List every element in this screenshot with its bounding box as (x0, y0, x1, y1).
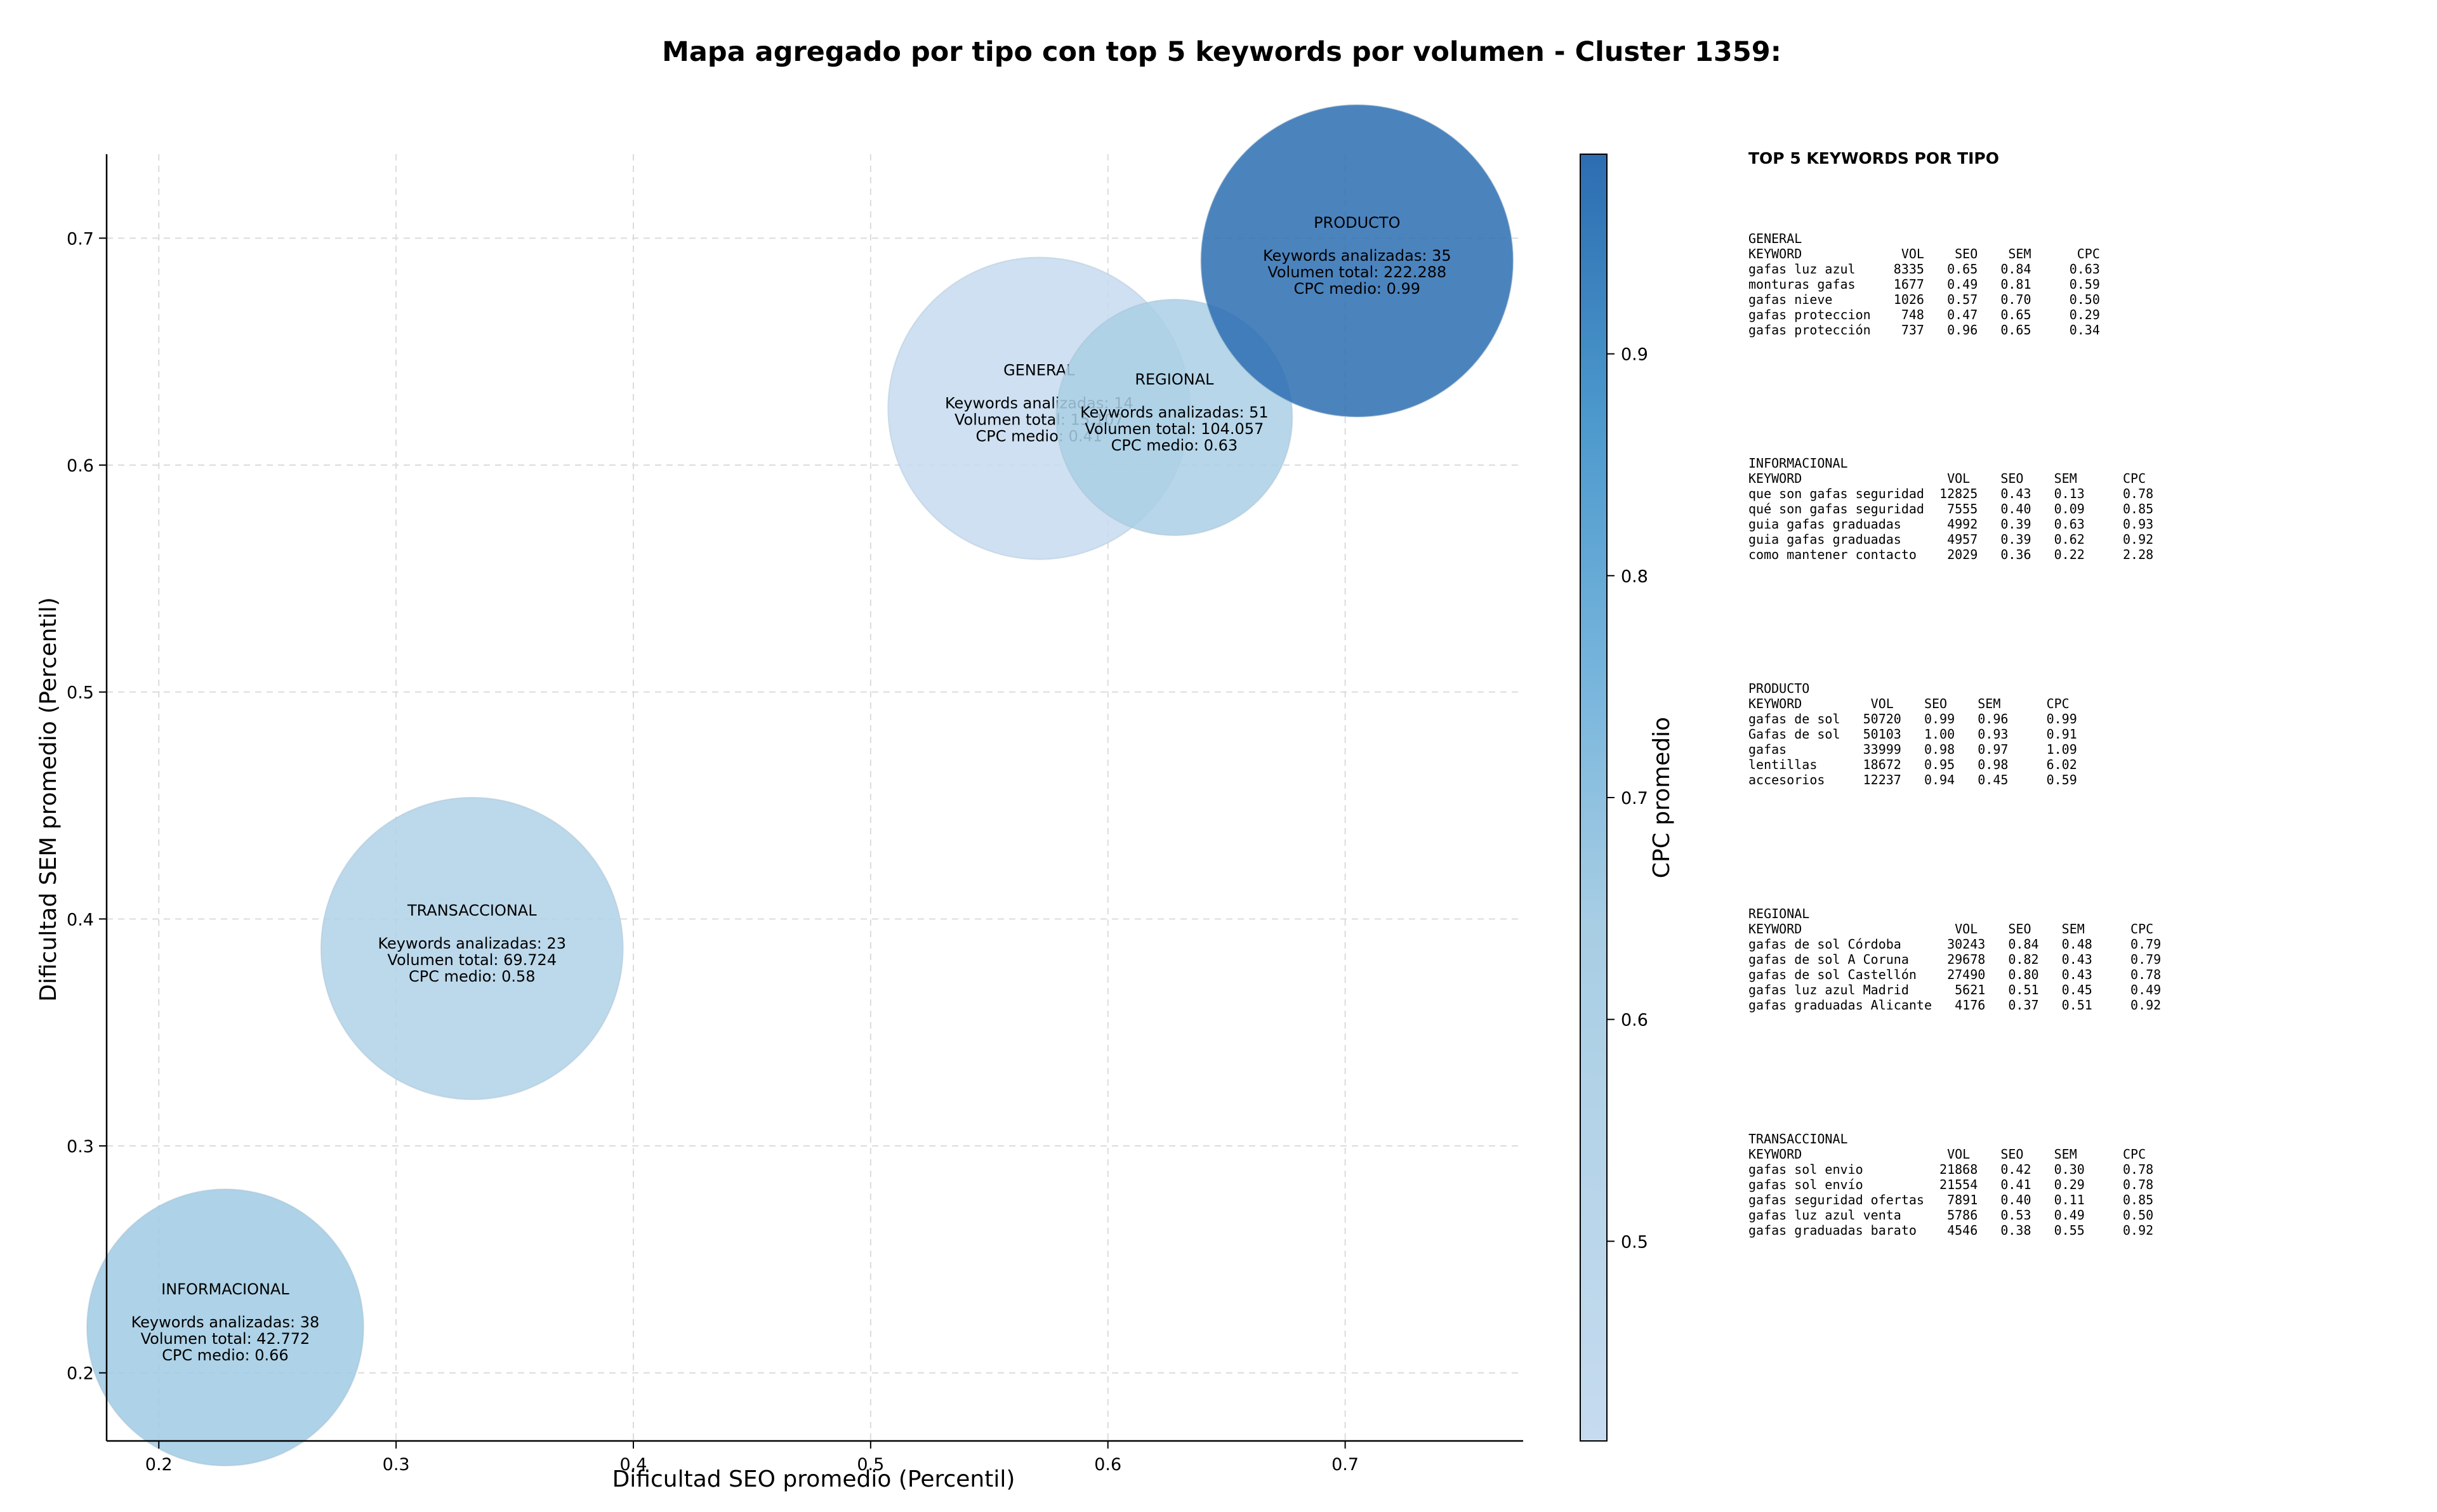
bubble-info-label: CPC medio: 0.63 (1111, 437, 1238, 454)
x-tick-label: 0.6 (1094, 1455, 1121, 1475)
y-tick-label: 0.3 (67, 1137, 94, 1157)
keyword-row: guia gafas graduadas 4992 0.39 0.63 0.93 (1748, 516, 2154, 532)
keyword-block-heading: PRODUCTO (1748, 681, 1810, 696)
keyword-row: KEYWORD VOL SEO SEM CPC (1748, 471, 2146, 486)
keyword-row: monturas gafas 1677 0.49 0.81 0.59 (1748, 277, 2100, 292)
keyword-row: gafas seguridad ofertas 7891 0.40 0.11 0… (1748, 1192, 2154, 1207)
chart-title: Mapa agregado por tipo con top 5 keyword… (662, 36, 1781, 68)
keyword-block-heading: REGIONAL (1748, 906, 1810, 921)
colorbar-tick-label: 0.9 (1621, 345, 1648, 365)
keyword-block-transaccional: TRANSACCIONAL KEYWORD VOL SEO SEM CPC gafa… (1748, 1131, 2153, 1238)
x-tick-label: 0.4 (620, 1455, 647, 1475)
bubble-circle (320, 796, 624, 1100)
keyword-block-general: GENERAL KEYWORD VOL SEO SEM CPC gafas luz … (1748, 231, 2100, 338)
keyword-row: guia gafas graduadas 4957 0.39 0.62 0.92 (1748, 532, 2154, 547)
keyword-row: accesorios 12237 0.94 0.45 0.59 (1748, 772, 2077, 787)
bubble-name-label: PRODUCTO (1314, 214, 1400, 232)
bubble-name-label: TRANSACCIONAL (407, 902, 537, 919)
bubble-name-label: REGIONAL (1135, 371, 1214, 388)
keyword-row: que son gafas seguridad 12825 0.43 0.13 … (1748, 486, 2154, 501)
y-tick-label: 0.7 (67, 229, 94, 249)
keyword-row: como mantener contacto 2029 0.36 0.22 2.… (1748, 547, 2154, 562)
keyword-block-heading: TRANSACCIONAL (1748, 1131, 1848, 1147)
keyword-row: gafas de sol Córdoba 30243 0.84 0.48 0.7… (1748, 937, 2162, 952)
bubble-info-label: Keywords analizadas: 35 (1263, 247, 1451, 265)
keyword-row: KEYWORD VOL SEO SEM CPC (1748, 1147, 2146, 1162)
x-tick-label: 0.3 (383, 1455, 410, 1475)
keyword-row: gafas de sol Castellón 27490 0.80 0.43 0… (1748, 967, 2162, 982)
bubble-info-label: Keywords analizadas: 23 (378, 935, 566, 952)
colorbar-tick-label: 0.7 (1621, 789, 1648, 808)
keyword-row: gafas 33999 0.98 0.97 1.09 (1748, 742, 2077, 757)
colorbar-tick-label: 0.8 (1621, 567, 1648, 586)
keyword-row: gafas protección 737 0.96 0.65 0.34 (1748, 322, 2100, 338)
keyword-row: gafas proteccion 748 0.47 0.65 0.29 (1748, 307, 2100, 322)
bubble-informacional: INFORMACIONAL Keywords analizadas: 38Volu… (86, 1188, 364, 1467)
x-tick-label: 0.2 (145, 1455, 173, 1475)
keyword-row: lentillas 18672 0.95 0.98 6.02 (1748, 757, 2077, 772)
bubble-circle (1200, 104, 1514, 418)
bubble-info-label: CPC medio: 0.58 (409, 968, 536, 985)
bubble-info-label: Volumen total: 104.057 (1085, 420, 1264, 438)
side-panel-title: TOP 5 KEYWORDS POR TIPO (1748, 149, 1999, 168)
keyword-block-heading: GENERAL (1748, 231, 1802, 246)
bubble-circle (86, 1188, 364, 1467)
keyword-block-heading: INFORMACIONAL (1748, 456, 1848, 471)
colorbar-label: CPC promedio (1649, 717, 1675, 878)
y-tick-label: 0.6 (67, 456, 94, 476)
keyword-row: gafas de sol A Coruna 29678 0.82 0.43 0.… (1748, 952, 2162, 967)
bubble-info-label: Volumen total: 222.288 (1267, 263, 1446, 281)
keyword-row: qué son gafas seguridad 7555 0.40 0.09 0… (1748, 501, 2154, 516)
keyword-row: gafas sol envio 21868 0.42 0.30 0.78 (1748, 1162, 2154, 1177)
bubble-info-label: Volumen total: 42.772 (141, 1330, 310, 1348)
keyword-block-informacional: INFORMACIONAL KEYWORD VOL SEO SEM CPC que … (1748, 456, 2153, 562)
y-axis-label: Dificultad SEM promedio (Percentil) (36, 597, 62, 1002)
keyword-row: gafas luz azul Madrid 5621 0.51 0.45 0.4… (1748, 982, 2162, 997)
keyword-row: KEYWORD VOL SEO SEM CPC (1748, 921, 2154, 937)
colorbar: CPC promedio 0.5 0.6 0.7 0.8 0.9 (1580, 154, 1675, 1442)
axes: 0.2 0.3 0.4 0.5 0.6 0.7 0.2 0.3 0.4 0.5 0.6 0.7 (67, 154, 1523, 1475)
y-tick-label: 0.5 (67, 683, 94, 703)
keyword-row: gafas de sol 50720 0.99 0.96 0.99 (1748, 711, 2077, 726)
bubble-info-label: Volumen total: 69.724 (387, 951, 557, 969)
keyword-row: gafas graduadas Alicante 4176 0.37 0.51 … (1748, 997, 2162, 1013)
colorbar-tick-label: 0.5 (1621, 1232, 1648, 1252)
x-axis-label: Dificultad SEO promedio (Percentil) (612, 1466, 1015, 1492)
bubble-info-label: Keywords analizadas: 38 (131, 1313, 320, 1331)
keyword-row: Gafas de sol 50103 1.00 0.93 0.91 (1748, 726, 2077, 742)
bubble-name-label: INFORMACIONAL (161, 1280, 289, 1298)
bubble-name-label: GENERAL (1003, 362, 1075, 379)
y-tick-label: 0.4 (67, 910, 94, 930)
bubble-info-label: CPC medio: 0.99 (1294, 280, 1421, 298)
keyword-row: gafas graduadas barato 4546 0.38 0.55 0.… (1748, 1223, 2154, 1238)
bubble-info-label: Keywords analizadas: 51 (1080, 404, 1269, 421)
x-tick-label: 0.5 (857, 1455, 884, 1475)
keyword-row: gafas luz azul venta 5786 0.53 0.49 0.50 (1748, 1207, 2154, 1223)
keyword-row: gafas sol envío 21554 0.41 0.29 0.78 (1748, 1177, 2154, 1192)
keywords-side-panel: TOP 5 KEYWORDS POR TIPO GENERAL KEYWORD V… (1748, 149, 2415, 1238)
bubble-info-label: CPC medio: 0.66 (162, 1346, 289, 1364)
keyword-row: KEYWORD VOL SEO SEM CPC (1748, 696, 2070, 711)
colorbar-gradient (1580, 154, 1608, 1442)
keyword-row: gafas nieve 1026 0.57 0.70 0.50 (1748, 292, 2100, 307)
keyword-block-regional: REGIONAL KEYWORD VOL SEO SEM CPC gafas de … (1748, 906, 2161, 1013)
bubble-transaccional: TRANSACCIONAL Keywords analizadas: 23Volu… (320, 796, 624, 1100)
colorbar-tick-label: 0.6 (1621, 1011, 1648, 1030)
keyword-row: gafas luz azul 8335 0.65 0.84 0.63 (1748, 261, 2100, 277)
y-tick-label: 0.2 (67, 1364, 94, 1384)
x-tick-label: 0.7 (1331, 1455, 1359, 1475)
keyword-row: KEYWORD VOL SEO SEM CPC (1748, 246, 2100, 261)
keyword-block-producto: PRODUCTO KEYWORD VOL SEO SEM CPC gafas de … (1748, 681, 2077, 787)
bubble-circle (1055, 298, 1293, 536)
